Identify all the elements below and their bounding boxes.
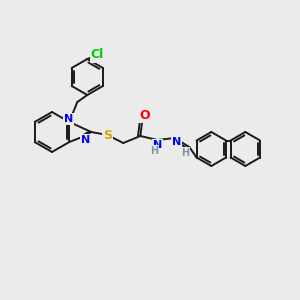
Text: S: S [103,128,112,142]
Text: N: N [81,134,90,145]
Text: Cl: Cl [91,49,104,62]
Text: N: N [153,140,162,150]
Text: H: H [150,146,158,156]
Text: N: N [64,114,73,124]
Text: H: H [181,148,189,158]
Text: N: N [172,137,181,147]
Text: O: O [139,109,150,122]
